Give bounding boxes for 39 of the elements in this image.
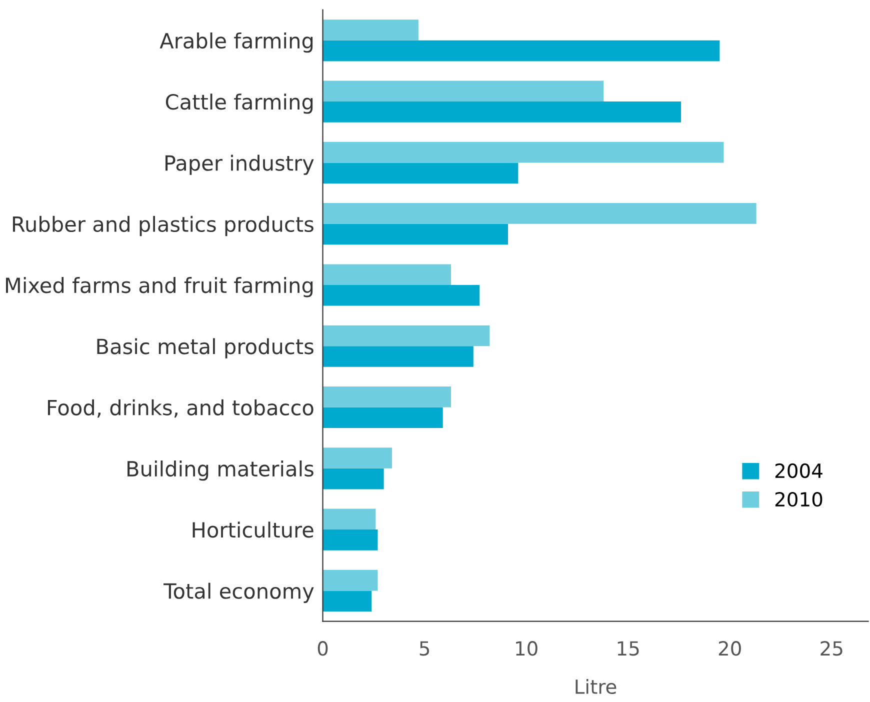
bar [322, 530, 378, 550]
bar [322, 407, 443, 428]
y-tick-label: Horticulture [192, 522, 314, 538]
x-tick-label: 15 [618, 641, 639, 656]
y-tick-label: Paper industry [166, 154, 314, 175]
y-tick-label: Basic metal products [97, 338, 314, 358]
y-tick-label: Building materials [128, 460, 314, 481]
x-tick-label: 10 [516, 641, 538, 656]
legend-label: 2010 [775, 492, 822, 507]
y-tick-label: Rubber and plastics products [12, 216, 314, 236]
bar [322, 386, 451, 408]
bar [322, 40, 720, 62]
bar [322, 468, 384, 490]
legend-label: 2004 [775, 463, 822, 478]
bar [322, 346, 474, 367]
bar [322, 224, 508, 245]
bar [322, 448, 392, 468]
x-tick-label: 0 [318, 641, 328, 656]
bar [322, 508, 376, 530]
x-tick-label: 5 [420, 641, 430, 656]
bar [322, 80, 604, 102]
x-tick-label: 25 [820, 641, 842, 656]
bar [322, 162, 518, 184]
bar [322, 20, 418, 40]
x-axis-title: Litre [576, 678, 616, 694]
bar [322, 264, 451, 285]
bar [322, 570, 378, 591]
x-tick-label: 20 [718, 641, 741, 656]
bar [322, 203, 756, 224]
bar [322, 142, 724, 163]
bar [322, 102, 681, 122]
bar [322, 590, 372, 612]
y-tick-label: Mixed farms and fruit farming [6, 277, 313, 298]
bar [322, 325, 490, 346]
bar [322, 284, 480, 306]
y-tick-label: Cattle farming [166, 94, 313, 114]
y-tick-label: Total economy [164, 582, 314, 603]
y-tick-label: Food, drinks, and tobacco [48, 399, 314, 418]
y-tick-label: Arable farming [160, 32, 313, 53]
